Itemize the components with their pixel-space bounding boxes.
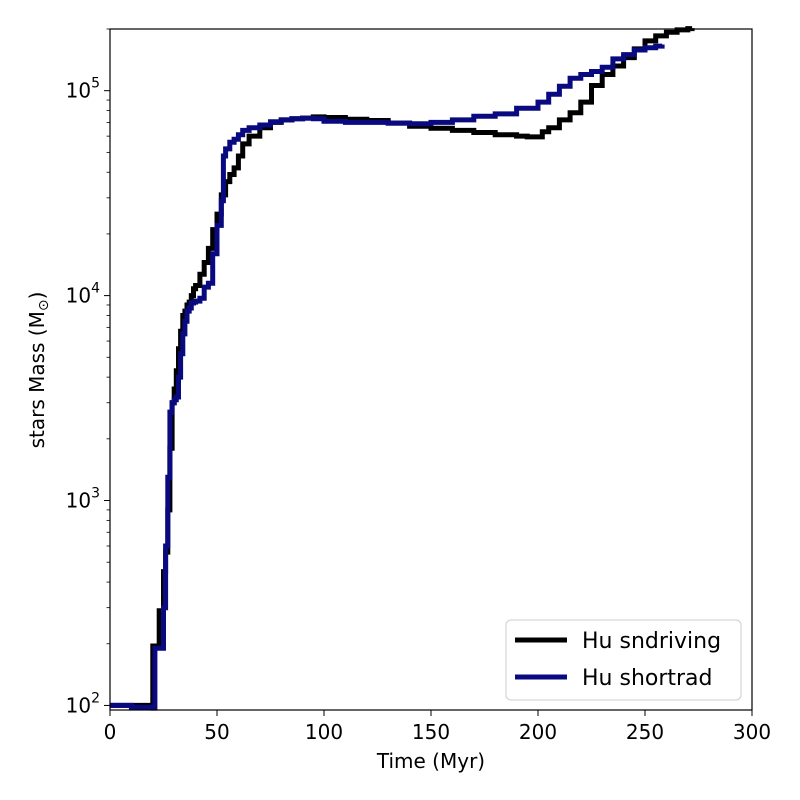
y-tick-exponent: 2 <box>91 690 100 706</box>
legend-label-hu-sndriving: Hu sndriving <box>582 629 721 654</box>
y-tick-label: 105 <box>66 76 100 103</box>
y-axis-minor-ticks <box>106 28 110 645</box>
x-tick-label: 150 <box>412 720 450 744</box>
y-tick-label: 103 <box>66 486 100 513</box>
y-tick-base: 10 <box>66 79 91 103</box>
legend-label-hu-shortrad: Hu shortrad <box>582 666 713 691</box>
legend: Hu sndriving Hu shortrad <box>505 619 742 701</box>
y-tick-exponent: 5 <box>91 76 100 92</box>
y-tick-base: 10 <box>66 284 91 308</box>
y-tick-base: 10 <box>66 693 91 717</box>
x-axis-ticks: 0 50 100 150 200 250 300 <box>104 710 771 744</box>
x-tick-label: 250 <box>626 720 664 744</box>
plot-background <box>110 29 752 710</box>
x-tick-label: 100 <box>305 720 343 744</box>
y-axis-label: stars Mass (M⊙) <box>25 292 52 449</box>
y-axis-label-text: stars Mass (M <box>25 311 49 448</box>
y-tick-exponent: 3 <box>91 486 100 502</box>
series-line-hu-shortrad <box>110 43 665 711</box>
y-tick-base: 10 <box>66 489 91 513</box>
y-tick-exponent: 4 <box>91 281 100 297</box>
y-axis-label-symbol: ⊙ <box>36 299 52 311</box>
series-layer <box>110 26 695 711</box>
y-axis-label-close: ) <box>25 292 49 300</box>
series-line-hu-sndriving <box>110 26 695 710</box>
y-tick-label: 104 <box>66 281 100 308</box>
x-tick-label: 50 <box>204 720 229 744</box>
x-axis-label: Time (Myr) <box>376 749 485 773</box>
y-tick-label: 102 <box>66 690 100 717</box>
x-tick-label: 300 <box>733 720 771 744</box>
x-tick-label: 0 <box>104 720 117 744</box>
x-tick-label: 200 <box>519 720 557 744</box>
